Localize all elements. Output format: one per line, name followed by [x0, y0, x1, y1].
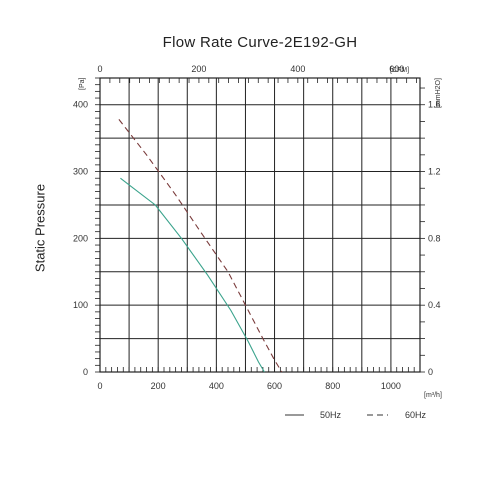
- y-tick-label: 0: [83, 367, 88, 377]
- y-right-tick-label: 1.6: [428, 100, 441, 110]
- series-60Hz-line: [118, 119, 283, 373]
- x-tick-label: 200: [151, 381, 166, 391]
- y-unit-label: [Pa]: [79, 77, 86, 90]
- y-right-tick-label: 1.2: [428, 167, 441, 177]
- x-top-tick-label: 200: [191, 64, 206, 74]
- series-50Hz-line: [120, 177, 265, 373]
- y-tick-label: 400: [73, 100, 88, 110]
- y-tick-label: 200: [73, 233, 88, 243]
- y-right-tick-label: 0.8: [428, 233, 441, 243]
- x-unit-label: [m³/h]: [424, 392, 442, 399]
- x-tick-label: 0: [97, 381, 102, 391]
- y-right-unit-label: [mmH2O]: [435, 78, 442, 108]
- x-top-unit-label: [CFM]: [390, 67, 409, 74]
- y-tick-label: 300: [73, 167, 88, 177]
- x-tick-label: 1000: [381, 381, 401, 391]
- x-top-tick-label: 600: [389, 64, 404, 74]
- legend-label-60Hz: 60Hz: [405, 410, 427, 420]
- x-tick-label: 400: [209, 381, 224, 391]
- legend-label-50Hz: 50Hz: [320, 410, 342, 420]
- plot-frame: [99, 77, 421, 373]
- x-top-tick-label: 400: [290, 64, 305, 74]
- y-right-tick-label: 0.4: [428, 300, 441, 310]
- y-right-tick-label: 0: [428, 367, 433, 377]
- x-tick-label: 600: [267, 381, 282, 391]
- y-tick-label: 100: [73, 300, 88, 310]
- x-tick-label: 800: [325, 381, 340, 391]
- chart-title: Flow Rate Curve-2E192-GH: [162, 34, 358, 51]
- x-top-tick-label: 0: [97, 64, 102, 74]
